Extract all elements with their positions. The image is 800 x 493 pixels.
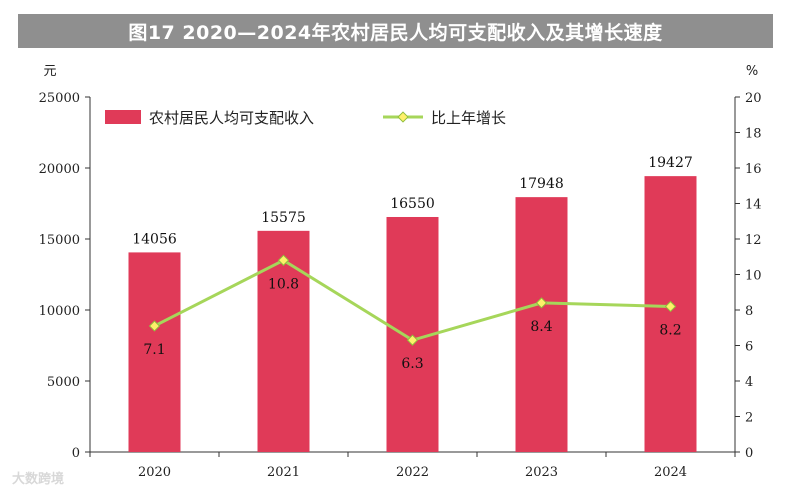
growth-value-label: 7.1 [143,342,165,358]
growth-value-label: 6.3 [401,356,423,372]
growth-point-2023 [535,297,548,309]
bar-2023 [515,197,568,452]
left-tick-label: 20000 [39,162,80,177]
x-tick-label: 2021 [267,465,300,480]
chart-title: 图17 2020—2024年农村居民人均可支配收入及其增长速度 [18,14,773,48]
bar-value-label: 14056 [132,231,177,247]
bar-2024 [644,176,697,452]
growth-point-2024 [664,300,677,313]
growth-point-2020 [148,320,161,332]
left-tick-label: 25000 [39,91,80,106]
bar-value-label: 19427 [648,155,693,171]
right-tick-label: 4 [745,375,753,390]
x-tick-label: 2023 [525,465,558,480]
x-tick-label: 2024 [654,465,687,480]
bar-2020 [128,252,181,452]
legend-line-marker [397,111,409,123]
growth-value-label: 8.2 [659,322,681,338]
growth-point-2022 [406,334,419,346]
growth-value-label: 8.4 [530,319,552,335]
bar-value-label: 16550 [390,196,435,212]
right-tick-label: 14 [745,198,762,213]
left-tick-label: 0 [72,446,80,461]
legend-bar-label: 农村居民人均可支配收入 [149,109,314,127]
right-tick-label: 12 [745,233,762,248]
x-tick-label: 2022 [396,465,429,480]
right-tick-label: 2 [745,411,753,426]
right-tick-label: 18 [745,127,762,142]
right-axis-unit: % [746,64,758,79]
left-axis-unit: 元 [43,64,56,79]
bar-value-label: 17948 [519,176,564,192]
growth-point-2021 [277,254,290,266]
left-tick-label: 15000 [39,233,80,248]
legend-line-label: 比上年增长 [431,109,506,127]
left-tick-label: 5000 [47,375,80,390]
right-tick-label: 20 [745,91,762,106]
right-tick-label: 8 [745,304,753,319]
bar-value-label: 15575 [261,210,306,226]
right-tick-label: 10 [745,269,762,284]
left-tick-label: 10000 [39,304,80,319]
right-tick-label: 6 [745,340,753,355]
legend-bar-swatch [105,110,141,124]
growth-value-label: 10.8 [268,276,299,292]
x-tick-label: 2020 [138,465,171,480]
watermark: 大数跨境 [12,472,65,487]
right-tick-label: 16 [745,162,762,177]
right-tick-label: 0 [745,446,753,461]
